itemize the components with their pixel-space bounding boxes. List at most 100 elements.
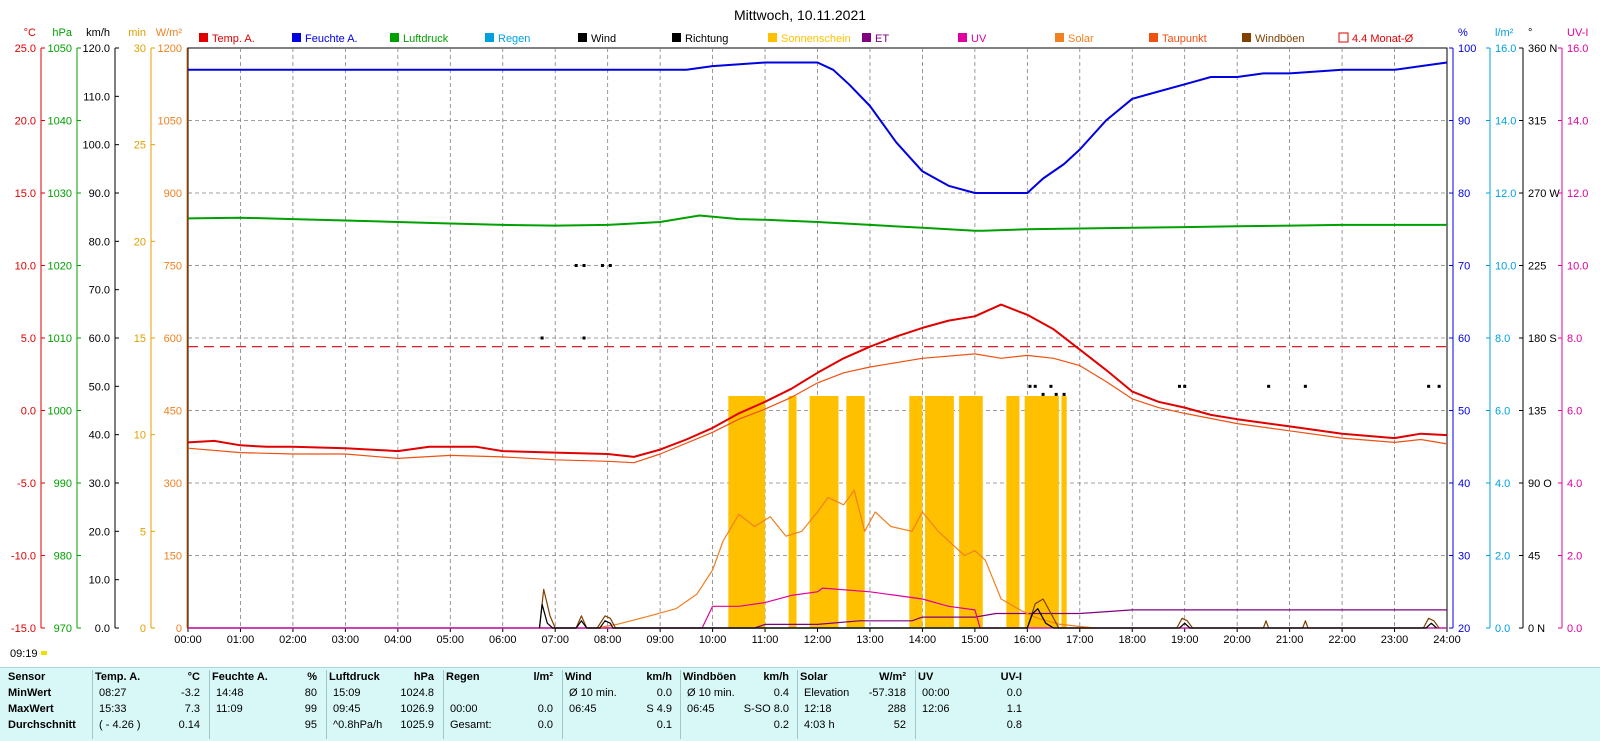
solar-tick-label: 150	[164, 551, 182, 563]
series-wind	[538, 603, 1437, 629]
temp-tick-label: 5.0	[21, 333, 36, 345]
time-tick-label: 09:00	[646, 634, 674, 646]
pressure-tick-label: 970	[54, 623, 72, 635]
stats-header-unit: km/h	[646, 671, 672, 683]
chart-title: Mittwoch, 10.11.2021	[734, 7, 866, 23]
stats-header-unit: %	[307, 671, 317, 683]
humidity-tick-label: 20	[1458, 623, 1470, 635]
direction-point	[1028, 384, 1032, 388]
wind-tick-label: 120.0	[82, 43, 110, 55]
stats-header-unit: km/h	[763, 671, 789, 683]
temp-tick-label: 25.0	[15, 43, 36, 55]
time-tick-label: 21:00	[1276, 634, 1304, 646]
stats-cell-time: 15:09	[333, 687, 361, 699]
column-separator	[680, 670, 681, 739]
direction-point	[574, 264, 578, 267]
direction-point	[1033, 384, 1037, 388]
minutes-tick-label: 25	[134, 140, 146, 152]
direction-point	[1041, 392, 1045, 396]
stats-cell-value: 52	[893, 719, 906, 731]
rain-tick-label: 12.0	[1495, 188, 1516, 200]
series-feuchte-a	[188, 61, 1448, 194]
stats-header-unit: W/m²	[879, 671, 906, 683]
legend-label: 4.4 Monat-Ø	[1352, 33, 1414, 45]
temp-tick-label: 10.0	[15, 261, 36, 273]
stats-cell-time: 11:09	[216, 703, 243, 715]
direction-tick-label: 315	[1528, 116, 1546, 128]
solar-tick-label: 900	[164, 188, 182, 200]
time-tick-label: 11:00	[752, 634, 779, 646]
legend-label: Regen	[498, 33, 530, 45]
temp-tick-label: -15.0	[11, 623, 36, 635]
sunshine-bar	[728, 396, 766, 628]
wind-tick-label: 60.0	[89, 333, 110, 345]
time-tick-label: 08:00	[594, 634, 622, 646]
minutes-axis-unit: min	[128, 27, 146, 39]
weather-chart: Mittwoch, 10.11.2021 Temp. A. Feuchte A. L…	[10, 7, 1588, 660]
legend-label: Windböen	[1255, 33, 1305, 45]
direction-tick-label: 0 N	[1528, 623, 1545, 635]
direction-axis-unit: °	[1528, 27, 1532, 39]
legend-swatch	[1338, 32, 1349, 43]
humidity-tick-label: 40	[1458, 478, 1470, 490]
stats-cell-value: 99	[304, 703, 317, 715]
legend-label: Feuchte A.	[305, 33, 358, 45]
temp-tick-label: 0.0	[21, 406, 36, 418]
direction-point	[582, 264, 586, 267]
pressure-tick-label: 1030	[48, 188, 72, 200]
direction-tick-label: 45	[1528, 551, 1540, 563]
time-tick-label: 06:00	[489, 634, 517, 646]
column-separator	[797, 670, 798, 739]
pressure-axis-unit: hPa	[52, 27, 72, 39]
series-et	[188, 609, 1447, 629]
rain-tick-label: 6.0	[1495, 406, 1510, 418]
column-separator	[443, 670, 444, 739]
uv-tick-label: 8.0	[1567, 333, 1582, 345]
legend-swatch	[958, 33, 967, 42]
uv-axis-unit: UV-I	[1567, 27, 1588, 39]
minutes-tick-label: 15	[134, 333, 146, 345]
uv-tick-label: 12.0	[1567, 188, 1588, 200]
stats-cell-value: 0.0	[537, 719, 553, 731]
statistics-table: Sensor Temp. A. °C Feuchte A.% Luftdruck hPa R…	[0, 667, 1600, 741]
stats-cell-time: 06:45	[569, 703, 597, 715]
stats-cell-time: Ø 10 min.	[569, 687, 617, 699]
time-tick-label: 23:00	[1381, 634, 1409, 646]
legend-swatch	[1242, 33, 1251, 42]
stats-header: Feuchte A.	[212, 671, 268, 683]
stats-header: Temp. A.	[95, 671, 141, 683]
wind-tick-label: 110.0	[83, 91, 110, 103]
rain-tick-label: 14.0	[1495, 116, 1516, 128]
pressure-tick-label: 980	[54, 551, 72, 563]
stats-cell-value: 80	[304, 687, 317, 699]
current-time-marker	[41, 651, 47, 655]
series-luftdruck	[187, 214, 1447, 232]
solar-tick-label: 750	[164, 261, 182, 273]
series-uv	[188, 587, 1447, 629]
time-tick-label: 01:00	[227, 634, 255, 646]
time-tick-label: 02:00	[279, 634, 307, 646]
wind-axis-unit: km/h	[86, 27, 110, 39]
direction-point	[1267, 384, 1271, 388]
time-tick-label: 16:00	[1014, 634, 1042, 646]
sunshine-bar	[809, 396, 839, 628]
legend-swatch	[862, 33, 871, 42]
direction-point	[1437, 384, 1441, 388]
rain-axis-unit: l/m²	[1495, 27, 1514, 39]
stats-cell-value: 0.2	[773, 719, 789, 731]
stats-cell-time: 4:03 h	[804, 719, 835, 731]
direction-point	[600, 264, 604, 267]
uv-tick-label: 6.0	[1567, 406, 1582, 418]
time-tick-label: 12:00	[804, 634, 832, 646]
series-windb-en	[538, 588, 1440, 629]
wind-tick-label: 50.0	[89, 381, 110, 393]
humidity-tick-label: 60	[1458, 333, 1470, 345]
minutes-tick-label: 20	[134, 236, 146, 248]
stats-cell-time: 15:33	[99, 703, 127, 715]
time-tick-label: 04:00	[384, 634, 412, 646]
column-separator	[326, 670, 327, 739]
direction-point	[1177, 384, 1181, 388]
current-time: 09:19	[10, 648, 38, 660]
legend-label: Sonnenschein	[781, 33, 851, 45]
wind-tick-label: 70.0	[89, 285, 110, 297]
